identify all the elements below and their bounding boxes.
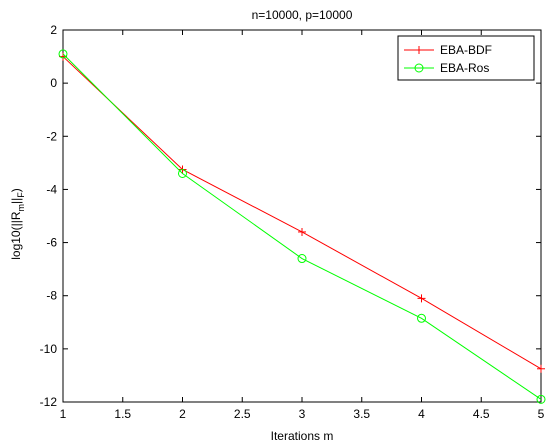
x-axis-label: Iterations m [271, 429, 334, 443]
x-tick-label: 4.5 [473, 407, 490, 421]
legend-entry: EBA-BDF [404, 43, 492, 57]
y-tick-label: -2 [46, 129, 57, 143]
plus-marker [417, 294, 426, 303]
y-tick-label: -10 [40, 342, 58, 356]
y-label-prefix: log10(||R [9, 211, 23, 260]
x-tick-label: 1 [60, 407, 67, 421]
series-line [62, 53, 542, 400]
y-tick-label: 2 [50, 23, 57, 37]
chart-title: n=10000, p=10000 [252, 8, 353, 22]
y-tick-label: -4 [46, 182, 57, 196]
circle-marker [297, 254, 307, 264]
y-tick-label: -8 [46, 289, 57, 303]
x-tick-label: 4 [418, 407, 425, 421]
y-label-sub-f: F [16, 192, 26, 198]
x-tick-label: 5 [538, 407, 545, 421]
series-layer [58, 49, 546, 404]
y-label-mid: || [9, 198, 23, 204]
plus-marker [537, 364, 545, 373]
circle-marker [58, 49, 68, 59]
x-tick-label: 2 [179, 407, 186, 421]
y-tick-label: -12 [40, 395, 58, 409]
axes-frame [62, 29, 542, 403]
circle-marker [417, 313, 426, 323]
y-axis-label: log10(||Rm||F) [9, 188, 26, 260]
plus-marker [298, 227, 306, 236]
legend-label: EBA-BDF [440, 43, 492, 57]
plot-area [62, 29, 542, 403]
x-tick-label: 3.5 [353, 407, 370, 421]
tick-labels: 1 1.5 2 2.5 3 3.5 4 4.5 5 2 0 -2 -4 -6 -8 -10 -12 [40, 23, 545, 421]
circle-marker [536, 394, 546, 404]
y-tick-label: 0 [50, 76, 57, 90]
legend-entry: EBA-Ros [404, 61, 489, 75]
y-label-suffix: ) [9, 188, 23, 192]
y-label-sub-m: m [16, 204, 26, 212]
plus-marker [415, 46, 423, 54]
legend-entries: EBA-BDF EBA-Ros [404, 43, 492, 75]
x-tick-label: 3 [299, 407, 306, 421]
legend: EBA-BDF EBA-Ros [397, 35, 535, 81]
series-eba-ros [58, 49, 546, 404]
circle-marker [414, 63, 424, 73]
legend-label: EBA-Ros [440, 61, 489, 75]
x-tick-label: 2.5 [234, 407, 251, 421]
x-tick-label: 1.5 [114, 407, 131, 421]
circle-marker [178, 168, 187, 178]
tick-marks [62, 29, 542, 403]
y-tick-label: -6 [46, 236, 57, 250]
legend-box [397, 35, 535, 81]
